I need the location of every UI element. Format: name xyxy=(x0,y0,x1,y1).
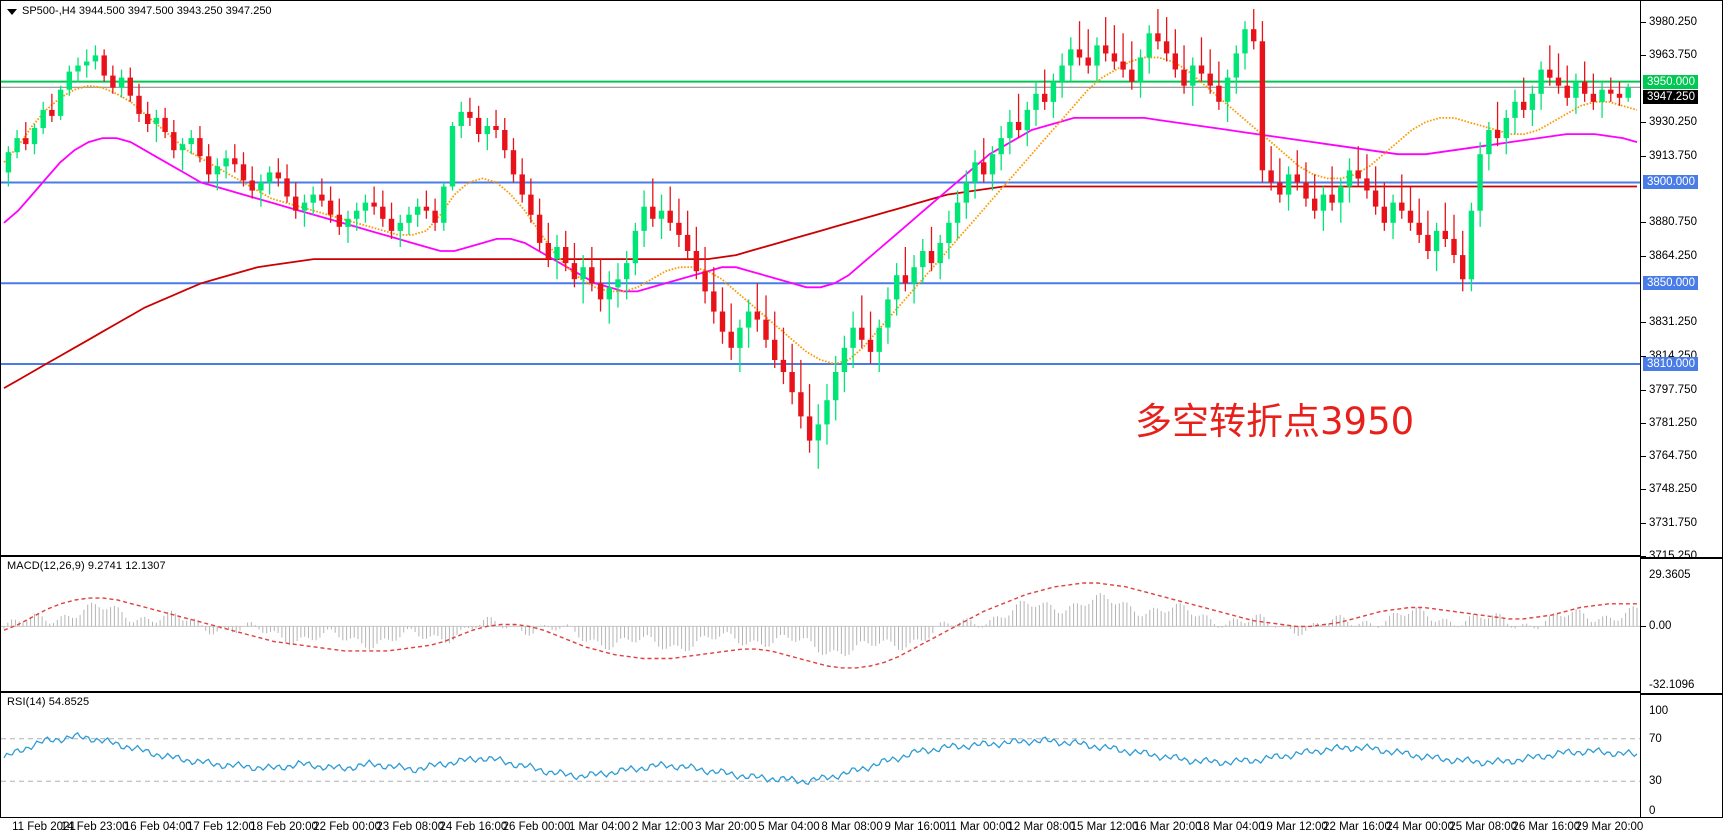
price-axis-tick xyxy=(1641,456,1646,458)
price-level-badge[interactable]: 3850.000 xyxy=(1643,276,1698,291)
price-axis-tick xyxy=(1641,222,1646,224)
price-axis-label: 3913.750 xyxy=(1649,149,1697,162)
time-axis-label: 15 Mar 12:00 xyxy=(1070,821,1139,833)
time-axis-label: 23 Feb 08:00 xyxy=(376,821,445,833)
price-plot-area[interactable] xyxy=(1,1,1640,555)
time-axis-label: 18 Mar 04:00 xyxy=(1196,821,1265,833)
triangle-down-icon[interactable] xyxy=(7,9,17,15)
time-axis-label: 16 Mar 20:00 xyxy=(1133,821,1202,833)
time-axis[interactable]: 11 Feb 2021 14 Feb 23:00 16 Feb 04:00 17 Fe… xyxy=(0,818,1723,839)
rsi-panel[interactable]: RSI(14) 54.8525 xyxy=(0,692,1641,818)
price-axis-tick xyxy=(1641,322,1646,324)
symbol-header: SP500-,H4 3944.500 3947.500 3943.250 394… xyxy=(7,5,272,17)
price-axis-tick xyxy=(1641,122,1646,124)
price-axis-tick xyxy=(1641,422,1646,424)
price-level-badge[interactable]: 3947.250 xyxy=(1643,90,1698,105)
time-axis-label: 24 Feb 16:00 xyxy=(439,821,508,833)
price-axis-tick xyxy=(1641,489,1646,491)
price-level-badge[interactable]: 3950.000 xyxy=(1643,74,1698,89)
time-axis-label: 1 Mar 04:00 xyxy=(568,821,631,833)
price-axis-label: 3748.250 xyxy=(1649,483,1697,496)
time-axis-label: 29 Mar 20:00 xyxy=(1575,821,1644,833)
price-level-badge[interactable]: 3810.000 xyxy=(1643,356,1698,371)
time-axis-label: 8 Mar 08:00 xyxy=(821,821,883,833)
price-axis-label: 3831.250 xyxy=(1649,316,1697,329)
price-axis-label: 3980.250 xyxy=(1649,15,1697,28)
macd-axis-tick xyxy=(1641,626,1646,628)
price-axis-label: 3880.750 xyxy=(1649,216,1697,229)
rsi-axis-label: 0 xyxy=(1649,805,1656,817)
price-axis-label: 3731.750 xyxy=(1649,516,1697,529)
price-axis-tick xyxy=(1641,155,1646,157)
price-axis-label: 3963.750 xyxy=(1649,48,1697,61)
time-axis-label: 26 Mar 16:00 xyxy=(1512,821,1581,833)
time-axis-label: 16 Feb 04:00 xyxy=(123,821,192,833)
price-axis-tick xyxy=(1641,556,1646,557)
price-scale-axis[interactable]: 3980.250 3963.750 3930.250 3913.750 3880.750… xyxy=(1641,0,1723,818)
scale-separator xyxy=(1641,557,1723,559)
price-level-badge[interactable]: 3900.000 xyxy=(1643,175,1698,190)
rsi-plot-area[interactable] xyxy=(1,693,1640,817)
time-axis-label: 25 Mar 08:00 xyxy=(1449,821,1518,833)
time-axis-label: 19 Mar 12:00 xyxy=(1259,821,1328,833)
time-axis-label: 11 Mar 00:00 xyxy=(944,821,1012,833)
price-axis-tick xyxy=(1641,21,1646,23)
price-axis-label: 3930.250 xyxy=(1649,116,1697,129)
price-axis-label: 3797.750 xyxy=(1649,383,1697,396)
time-axis-label: 22 Mar 16:00 xyxy=(1323,821,1391,833)
rsi-axis-label: 70 xyxy=(1649,732,1662,745)
macd-panel[interactable]: MACD(12,26,9) 9.2741 12.1307 xyxy=(0,556,1641,692)
price-axis-label: 3715.250 xyxy=(1649,550,1697,562)
time-axis-label: 14 Feb 23:00 xyxy=(60,821,129,833)
time-axis-label: 12 Mar 08:00 xyxy=(1007,821,1076,833)
macd-axis-label: 0.00 xyxy=(1649,620,1672,633)
time-axis-label: 22 Feb 00:00 xyxy=(313,821,382,833)
macd-axis-label: -32.1096 xyxy=(1649,679,1695,691)
price-axis-label: 3781.250 xyxy=(1649,416,1697,429)
price-axis-label: 3764.750 xyxy=(1649,450,1697,463)
scale-separator xyxy=(1641,693,1723,695)
rsi-axis-label: 30 xyxy=(1649,775,1662,788)
macd-axis-label: 29.3605 xyxy=(1649,569,1691,581)
time-axis-label: 18 Feb 20:00 xyxy=(250,821,318,833)
rsi-axis-label: 100 xyxy=(1649,705,1669,717)
time-axis-label: 24 Mar 00:00 xyxy=(1386,821,1454,833)
macd-indicator-label: MACD(12,26,9) 9.2741 12.1307 xyxy=(7,560,166,572)
symbol-header-text: SP500-,H4 3944.500 3947.500 3943.250 394… xyxy=(22,5,272,17)
price-axis-tick xyxy=(1641,255,1646,257)
time-axis-label: 17 Feb 12:00 xyxy=(187,821,255,833)
price-axis-tick xyxy=(1641,389,1646,391)
price-axis-tick xyxy=(1641,522,1646,524)
rsi-indicator-label: RSI(14) 54.8525 xyxy=(7,696,90,708)
time-axis-label: 9 Mar 16:00 xyxy=(884,821,946,833)
price-axis-tick xyxy=(1641,54,1646,56)
time-axis-label: 11 Feb 2021 xyxy=(12,821,76,833)
macd-plot-area[interactable] xyxy=(1,557,1640,691)
time-axis-label: 3 Mar 20:00 xyxy=(695,821,757,833)
price-chart-panel[interactable]: SP500-,H4 3944.500 3947.500 3943.250 394… xyxy=(0,0,1641,556)
time-axis-label: 5 Mar 04:00 xyxy=(758,821,820,833)
time-axis-label: 2 Mar 12:00 xyxy=(632,821,694,833)
time-axis-label: 26 Feb 00:00 xyxy=(502,821,571,833)
price-axis-label: 3864.250 xyxy=(1649,249,1697,262)
chart-annotation-text: 多空转折点3950 xyxy=(1135,400,1415,443)
price-axis-tick xyxy=(1641,356,1646,358)
